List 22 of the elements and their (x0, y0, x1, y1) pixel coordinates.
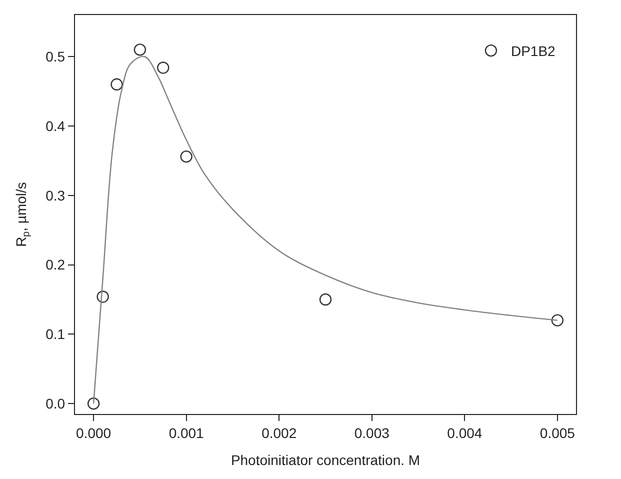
y-tick-label: 0.5 (46, 48, 66, 65)
point (110, 78, 123, 90)
y-tick-label: 0.1 (46, 326, 66, 342)
point (319, 293, 332, 306)
point (96, 290, 109, 303)
y-tick-label: 0.4 (46, 118, 66, 134)
y-tick-label: 0.0 (46, 395, 66, 412)
point (87, 397, 100, 410)
point (180, 150, 192, 163)
x-tick-label: 0.003 (354, 424, 390, 441)
y-tick-label: 0.3 (46, 187, 66, 204)
x-tick-label: 0.000 (76, 424, 112, 441)
point (551, 314, 564, 326)
x-tick-label: 0.005 (540, 424, 576, 441)
point (157, 62, 170, 74)
x-axis-title: Photoinitiator concentration. M (230, 452, 420, 468)
y-tick-label: 0.2 (46, 256, 66, 273)
point (134, 44, 146, 56)
legend-label: DP1B2 (510, 43, 556, 60)
x-tick-label: 0.004 (447, 424, 482, 441)
x-tick-label: 0.001 (168, 424, 204, 441)
x-tick-label: 0.002 (262, 424, 297, 441)
